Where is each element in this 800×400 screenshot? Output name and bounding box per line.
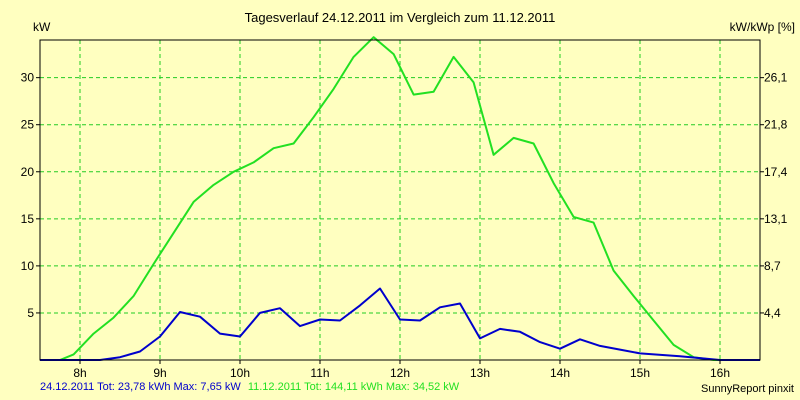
x-tick-label-14h: 14h bbox=[550, 366, 570, 380]
tick-labels: 8h 9h 10h 11h 12h 13h 14h 15h 16h 5 10 15 20 25 30 4,4 8… bbox=[21, 71, 788, 380]
y-right-tick-label-26,1: 26,1 bbox=[764, 71, 788, 85]
y-left-tick-label-20: 20 bbox=[21, 165, 35, 179]
left-axis-unit: kW bbox=[33, 20, 51, 34]
y-right-tick-label-21,8: 21,8 bbox=[764, 118, 788, 132]
right-axis-unit: kW/kWp [%] bbox=[730, 20, 795, 34]
plot-border bbox=[39, 39, 761, 361]
chart-summary: 24.12.2011 Tot: 23,78 kWh Max: 7,65 kW 1… bbox=[40, 381, 463, 393]
y-left-tick-label-30: 30 bbox=[21, 71, 35, 85]
series-lines bbox=[40, 36, 760, 361]
x-tick-label-9h: 9h bbox=[153, 366, 166, 380]
y-left-tick-label-15: 15 bbox=[21, 212, 35, 226]
x-tick-label-15h: 15h bbox=[630, 366, 650, 380]
summary-11-12-2011: 11.12.2011 Tot: 144,11 kWh Max: 34,52 kW bbox=[247, 381, 460, 393]
brand-label: SunnyReport pinxit bbox=[701, 383, 794, 395]
chart-title: Tagesverlauf 24.12.2011 im Vergleich zum… bbox=[245, 10, 556, 25]
y-right-tick-label-4,4: 4,4 bbox=[764, 306, 781, 320]
y-right-tick-label-17,4: 17,4 bbox=[764, 165, 788, 179]
x-tick-label-8h: 8h bbox=[73, 366, 86, 380]
x-tick-label-10h: 10h bbox=[230, 366, 250, 380]
y-right-tick-label-13,1: 13,1 bbox=[764, 212, 788, 226]
x-tick-label-13h: 13h bbox=[470, 366, 490, 380]
series-line-24.12.2011 bbox=[40, 287, 760, 361]
plot-frame bbox=[36, 39, 764, 364]
x-tick-label-12h: 12h bbox=[390, 366, 410, 380]
grid-lines bbox=[40, 40, 760, 360]
x-tick-label-16h: 16h bbox=[710, 366, 730, 380]
y-left-tick-label-5: 5 bbox=[27, 306, 34, 320]
y-right-tick-label-8,7: 8,7 bbox=[764, 259, 781, 273]
y-left-tick-label-25: 25 bbox=[21, 118, 35, 132]
summary-24-12-2011: 24.12.2011 Tot: 23,78 kWh Max: 7,65 kW bbox=[40, 381, 241, 393]
y-left-tick-label-10: 10 bbox=[21, 259, 35, 273]
x-tick-label-11h: 11h bbox=[310, 366, 329, 380]
series-line-11.12.2011 bbox=[40, 36, 760, 361]
